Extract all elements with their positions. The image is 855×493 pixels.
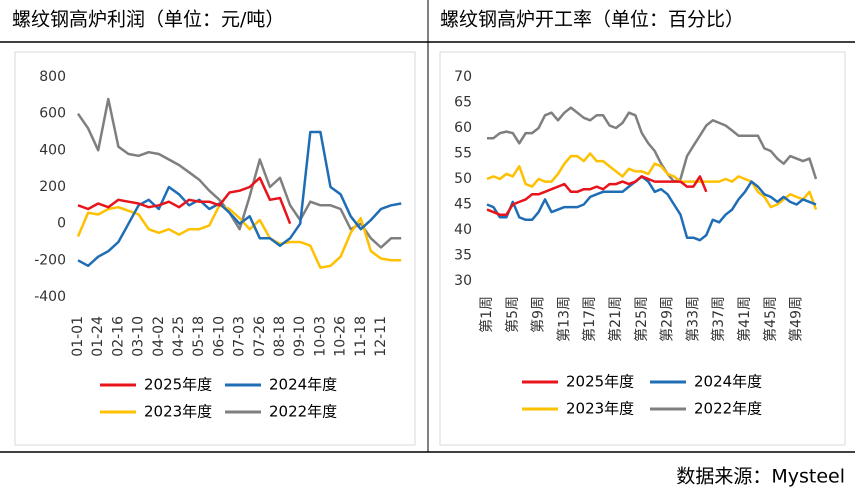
x-tick-label: 09-10 xyxy=(292,316,308,357)
x-tick-label: 07-03 xyxy=(232,316,248,357)
x-tick-label: 03-10 xyxy=(131,316,147,357)
x-tick-label: 第1周 xyxy=(478,296,495,333)
x-tick-label: 12-11 xyxy=(373,316,389,357)
x-tick-label: 第9周 xyxy=(530,296,547,333)
x-tick-label: 第45周 xyxy=(762,296,779,342)
y-tick-label: 400 xyxy=(39,142,66,158)
y-tick-label: 55 xyxy=(454,146,472,162)
x-tick-label: 第41周 xyxy=(736,296,753,342)
x-tick-label: 02-16 xyxy=(110,316,126,357)
chart-frame xyxy=(14,51,416,446)
x-tick-label: 04-02 xyxy=(151,316,167,357)
y-tick-label: -200 xyxy=(34,252,66,268)
x-tick-label: 06-10 xyxy=(211,316,227,357)
x-tick-label: 第25周 xyxy=(633,296,650,342)
x-tick-label: 08-18 xyxy=(272,316,288,357)
x-tick-label: 11-18 xyxy=(353,316,369,357)
x-tick-label: 第37周 xyxy=(710,296,727,342)
x-tick-label: 01-01 xyxy=(70,316,86,357)
legend-label: 2025年度 xyxy=(566,373,634,391)
x-tick-label: 01-24 xyxy=(90,316,106,357)
legend-label: 2024年度 xyxy=(694,373,762,391)
y-tick-label: 45 xyxy=(454,197,472,213)
series-line xyxy=(76,97,402,249)
series-line xyxy=(77,130,402,268)
chart-frame xyxy=(439,51,846,446)
x-tick-label: 10-26 xyxy=(333,316,349,357)
x-tick-label: 第13周 xyxy=(555,296,572,342)
x-tick-label: 07-26 xyxy=(252,316,268,357)
y-tick-label: 600 xyxy=(39,106,66,122)
series-line xyxy=(77,176,292,225)
series-line xyxy=(487,106,818,183)
y-tick-label: 30 xyxy=(454,273,472,289)
series-line xyxy=(486,175,708,216)
y-tick-label: 35 xyxy=(454,248,472,264)
legend-label: 2024年度 xyxy=(269,376,337,394)
y-tick-label: 70 xyxy=(454,69,472,85)
y-tick-label: -400 xyxy=(34,289,66,305)
legend-label: 2022年度 xyxy=(694,400,762,418)
legend-label: 2023年度 xyxy=(144,403,212,421)
y-tick-label: 0 xyxy=(57,216,66,232)
legend-label: 2025年度 xyxy=(144,376,212,394)
source-note: 数据来源：Mysteel xyxy=(676,466,845,488)
y-tick-label: 65 xyxy=(454,95,472,111)
legend-label: 2022年度 xyxy=(269,403,337,421)
series-line xyxy=(486,175,817,242)
y-tick-label: 40 xyxy=(454,222,472,238)
x-tick-label: 第29周 xyxy=(659,296,676,342)
y-tick-label: 60 xyxy=(454,120,472,136)
x-tick-label: 第5周 xyxy=(504,296,521,333)
x-tick-label: 第21周 xyxy=(607,296,624,342)
y-tick-label: 800 xyxy=(39,69,66,85)
x-tick-label: 第49周 xyxy=(788,296,805,342)
x-tick-label: 第17周 xyxy=(581,296,598,342)
series-line xyxy=(76,204,402,269)
y-tick-label: 200 xyxy=(39,179,66,195)
x-tick-label: 第33周 xyxy=(684,296,701,342)
x-tick-label: 04-25 xyxy=(171,316,187,357)
legend-label: 2023年度 xyxy=(566,400,634,418)
series-line xyxy=(486,152,818,211)
chart-title: 螺纹钢高炉开工率（单位：百分比） xyxy=(440,9,744,31)
x-tick-label: 05-18 xyxy=(191,316,207,357)
chart-title: 螺纹钢高炉利润（单位：元/吨） xyxy=(12,9,284,31)
y-tick-label: 50 xyxy=(454,171,472,187)
x-tick-label: 10-03 xyxy=(312,316,328,357)
